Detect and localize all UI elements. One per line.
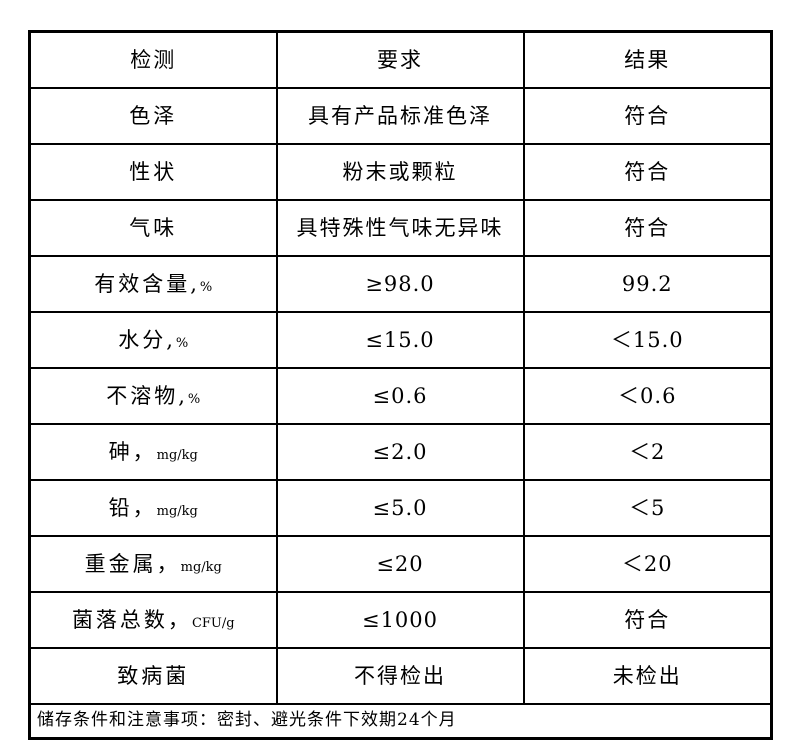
item-label: 重金属， (84, 551, 181, 576)
cell-item: 菌落总数，CFU/g (28, 591, 278, 649)
cell-item: 铅，mg/kg (28, 479, 278, 537)
table-row: 重金属，mg/kg ≤20 ＜20 (28, 535, 773, 593)
cell-requirement: ≥98.0 (275, 255, 525, 313)
cell-requirement: 粉末或颗粒 (275, 143, 525, 201)
cell-item: 气味 (28, 199, 278, 257)
item-unit: % (175, 335, 189, 351)
cell-result: 符合 (522, 87, 773, 145)
result-value: ＜15.0 (610, 327, 684, 352)
column-header-requirement-label: 要求 (377, 47, 423, 72)
item-label: 铅， (108, 495, 157, 520)
storage-note-cell: 储存条件和注意事项：密封、避光条件下效期24个月 (28, 703, 773, 740)
cell-requirement: 具特殊性气味无异味 (275, 199, 525, 257)
item-unit: CFU/g (191, 615, 235, 631)
item-label: 气味 (129, 215, 178, 240)
cell-result: ＜15.0 (522, 311, 773, 369)
requirement-value: ≤2.0 (372, 439, 428, 464)
item-label: 色泽 (129, 103, 178, 128)
cell-requirement: 具有产品标准色泽 (275, 87, 525, 145)
result-value: ＜0.6 (618, 383, 677, 408)
cell-item: 不溶物,% (28, 367, 278, 425)
requirement-value: 不得检出 (354, 663, 446, 688)
cell-requirement: ≤0.6 (275, 367, 525, 425)
storage-note-text: 储存条件和注意事项：密封、避光条件下效期24个月 (37, 710, 457, 731)
cell-result: 符合 (522, 591, 773, 649)
table-row: 水分,% ≤15.0 ＜15.0 (28, 311, 773, 369)
cell-item: 性状 (28, 143, 278, 201)
result-value: 未检出 (612, 663, 682, 688)
cell-item: 致病菌 (28, 647, 278, 705)
table-row: 菌落总数，CFU/g ≤1000 符合 (28, 591, 773, 649)
item-label: 致病菌 (117, 663, 190, 688)
requirement-value: ≤5.0 (372, 495, 428, 520)
result-value: 符合 (624, 215, 671, 240)
item-label: 水分, (118, 327, 176, 352)
storage-note-row: 储存条件和注意事项：密封、避光条件下效期24个月 (28, 703, 773, 740)
item-label: 不溶物, (106, 383, 188, 408)
requirement-value: ≤20 (376, 551, 424, 576)
cell-result: 未检出 (522, 647, 773, 705)
cell-result: ＜2 (522, 423, 773, 481)
cell-result: ＜20 (522, 535, 773, 593)
table-row: 致病菌 不得检出 未检出 (28, 647, 773, 705)
table-row: 砷，mg/kg ≤2.0 ＜2 (28, 423, 773, 481)
table-row: 不溶物,% ≤0.6 ＜0.6 (28, 367, 773, 425)
item-label: 性状 (129, 159, 178, 184)
requirement-value: ≤0.6 (372, 383, 428, 408)
cell-requirement: ≤2.0 (275, 423, 525, 481)
item-unit: % (187, 391, 201, 407)
requirement-value: 具有产品标准色泽 (308, 103, 492, 128)
requirement-value: ≤15.0 (365, 327, 435, 352)
table-row: 铅，mg/kg ≤5.0 ＜5 (28, 479, 773, 537)
table-header-row: 检测 要求 结果 (28, 30, 773, 89)
cell-item: 水分,% (28, 311, 278, 369)
cell-result: 符合 (522, 199, 773, 257)
column-header-result-label: 结果 (624, 47, 671, 72)
cell-result: 99.2 (522, 255, 773, 313)
item-unit: mg/kg (156, 503, 198, 519)
cell-requirement: 不得检出 (275, 647, 525, 705)
result-value: ＜20 (621, 551, 673, 576)
cell-result: ＜5 (522, 479, 773, 537)
cell-result: ＜0.6 (522, 367, 773, 425)
cell-requirement: ≤5.0 (275, 479, 525, 537)
result-value: 符合 (624, 103, 671, 128)
requirement-value: 粉末或颗粒 (342, 159, 458, 184)
table-row: 有效含量,% ≥98.0 99.2 (28, 255, 773, 313)
specification-table: 检测 要求 结果 色泽 具有产品标准色泽 符合 性状 粉末或颗粒 符合 气味 具特殊性气味无异… (28, 30, 773, 740)
result-value: 符合 (624, 159, 671, 184)
column-header-result: 结果 (522, 30, 773, 89)
item-unit: mg/kg (180, 559, 222, 575)
cell-requirement: ≤15.0 (275, 311, 525, 369)
requirement-value: ≤1000 (361, 607, 439, 632)
table-row: 色泽 具有产品标准色泽 符合 (28, 87, 773, 145)
result-value: ＜2 (629, 439, 666, 464)
cell-item: 重金属，mg/kg (28, 535, 278, 593)
cell-requirement: ≤20 (275, 535, 525, 593)
item-label: 菌落总数， (71, 607, 192, 632)
column-header-item: 检测 (28, 30, 278, 89)
requirement-value: 具特殊性气味无异味 (296, 215, 504, 240)
item-label: 有效含量, (94, 271, 200, 296)
cell-item: 砷，mg/kg (28, 423, 278, 481)
result-value: 99.2 (621, 271, 673, 296)
cell-result: 符合 (522, 143, 773, 201)
item-unit: mg/kg (156, 447, 198, 463)
cell-requirement: ≤1000 (275, 591, 525, 649)
column-header-requirement: 要求 (275, 30, 525, 89)
cell-item: 有效含量,% (28, 255, 278, 313)
result-value: 符合 (624, 607, 671, 632)
result-value: ＜5 (629, 495, 666, 520)
requirement-value: ≥98.0 (365, 271, 435, 296)
table-row: 气味 具特殊性气味无异味 符合 (28, 199, 773, 257)
item-label: 砷， (108, 439, 157, 464)
item-unit: % (199, 279, 213, 295)
cell-item: 色泽 (28, 87, 278, 145)
column-header-item-label: 检测 (130, 47, 177, 72)
table-row: 性状 粉末或颗粒 符合 (28, 143, 773, 201)
